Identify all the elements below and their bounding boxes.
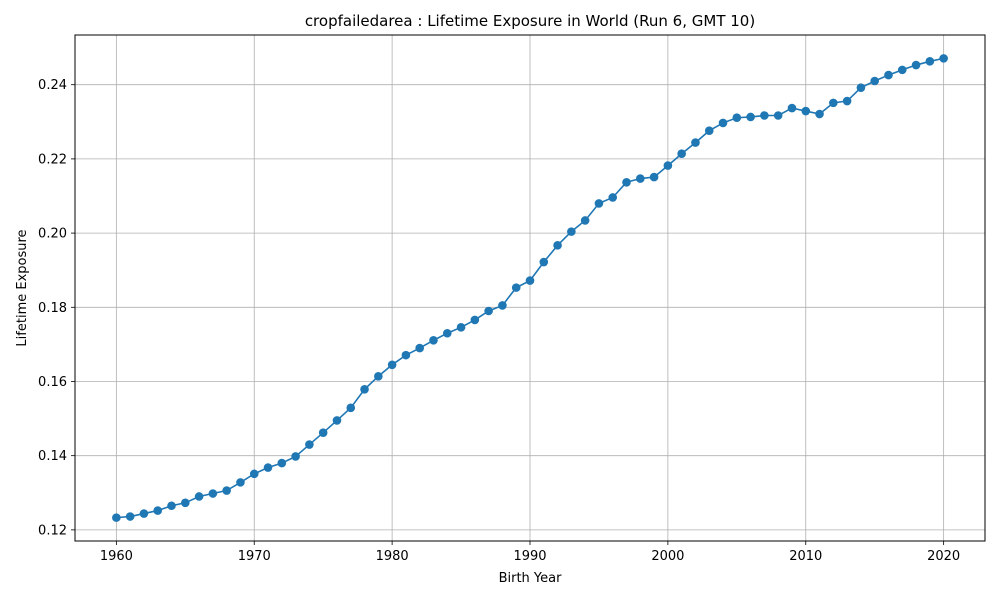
data-point <box>401 350 411 360</box>
data-point <box>498 301 507 310</box>
data-point <box>856 83 866 92</box>
y-tick-label: 0.12 <box>38 523 67 538</box>
data-point <box>801 106 811 116</box>
data-point <box>691 138 700 147</box>
data-point <box>291 452 300 461</box>
chart-title: cropfailedarea : Lifetime Exposure in Wo… <box>305 12 755 30</box>
data-point <box>484 306 493 316</box>
x-axis-label: Birth Year <box>499 571 563 586</box>
data-point <box>580 216 590 225</box>
series <box>112 54 948 522</box>
data-point <box>718 118 728 128</box>
data-point <box>112 513 121 522</box>
data-point <box>249 469 259 479</box>
data-point <box>387 360 397 370</box>
data-point <box>153 506 163 515</box>
y-axis-label: Lifetime Exposure <box>15 229 30 346</box>
grid <box>75 35 985 541</box>
data-point <box>787 103 797 113</box>
data-point <box>429 336 438 345</box>
x-tick-label: 1990 <box>513 549 546 564</box>
x-tick-label: 1980 <box>376 549 409 564</box>
data-point <box>608 193 618 202</box>
x-tick-label: 2020 <box>927 549 960 564</box>
data-point <box>911 60 921 70</box>
y-tick-label: 0.22 <box>38 152 67 167</box>
data-point <box>194 492 204 501</box>
ticks: 1960 1970 1980 1990 2000 2010 2020 0.12 0.14 0.16… <box>38 78 960 564</box>
data-point <box>305 440 314 449</box>
x-tick-label: 1960 <box>100 549 133 564</box>
data-point <box>622 177 631 187</box>
data-point <box>456 323 466 332</box>
data-point <box>208 489 218 498</box>
data-point <box>594 199 604 208</box>
data-point <box>732 113 742 123</box>
data-point <box>925 57 935 66</box>
data-point <box>870 76 879 86</box>
data-point <box>139 509 149 518</box>
data-point <box>263 463 273 472</box>
data-point <box>346 403 356 413</box>
data-point <box>222 486 231 495</box>
data-point <box>374 371 383 381</box>
data-point <box>760 111 769 120</box>
y-tick-label: 0.18 <box>38 301 67 316</box>
data-point <box>884 70 893 80</box>
data-point <box>181 498 190 508</box>
data-point <box>897 65 907 75</box>
data-point <box>704 126 714 136</box>
data-point <box>939 54 948 63</box>
data-point <box>649 172 659 182</box>
data-point <box>470 315 480 325</box>
data-point <box>236 478 245 487</box>
data-point <box>525 276 535 285</box>
data-point <box>677 149 686 159</box>
y-tick-label: 0.14 <box>38 449 67 464</box>
data-point <box>539 257 549 267</box>
data-point <box>553 241 562 250</box>
data-point <box>360 384 369 394</box>
x-tick-label: 2000 <box>651 549 684 564</box>
data-point <box>829 98 838 108</box>
x-tick-label: 2010 <box>789 549 822 564</box>
data-point <box>318 428 328 437</box>
data-point <box>511 283 521 292</box>
data-point <box>746 112 755 122</box>
y-tick-label: 0.24 <box>38 78 67 93</box>
data-point <box>415 343 424 353</box>
data-point <box>277 458 287 468</box>
data-point <box>842 96 852 106</box>
data-point <box>773 111 783 120</box>
data-point <box>567 227 576 236</box>
y-tick-label: 0.16 <box>38 375 67 390</box>
x-tick-label: 1970 <box>238 549 271 564</box>
data-point <box>125 512 135 521</box>
data-point <box>815 109 824 119</box>
data-point <box>663 161 673 170</box>
data-point <box>636 174 645 183</box>
data-point <box>167 501 176 511</box>
y-tick-label: 0.20 <box>38 227 67 242</box>
data-point <box>332 416 342 425</box>
data-point <box>442 328 452 338</box>
